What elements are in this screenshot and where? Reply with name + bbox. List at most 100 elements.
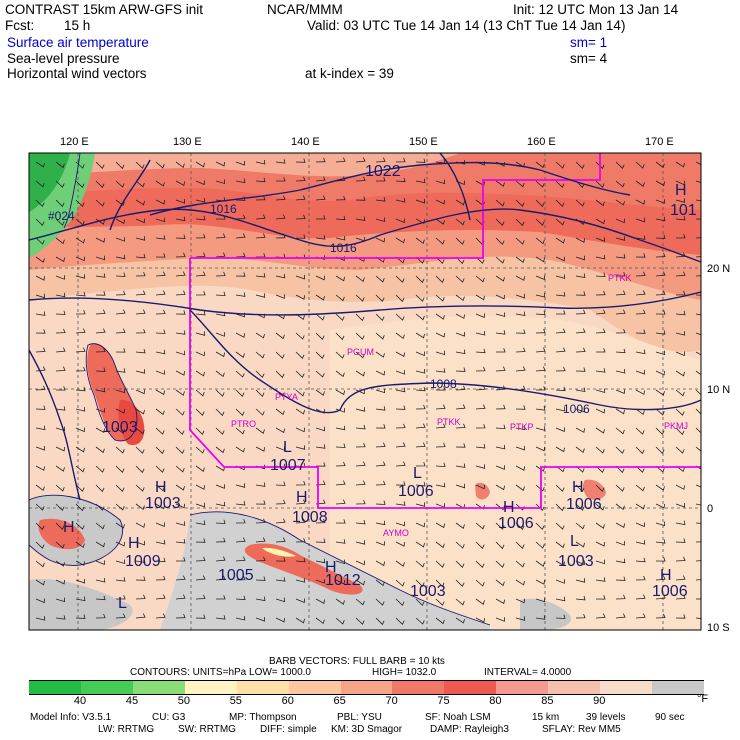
wind-barb — [295, 274, 305, 280]
wind-barb — [335, 389, 345, 396]
wind-barb — [75, 541, 85, 549]
wind-barb — [495, 444, 506, 450]
wind-barb — [415, 294, 425, 302]
wind-barb — [515, 579, 525, 586]
wind-barb — [556, 310, 566, 315]
wind-barb — [335, 195, 346, 201]
wind-barb — [555, 199, 565, 207]
wind-barb — [635, 217, 646, 223]
wind-barb — [215, 291, 226, 297]
wind-barb — [255, 159, 266, 165]
wind-barb — [75, 503, 85, 512]
wind-barb — [55, 292, 66, 298]
wind-barb — [35, 503, 45, 511]
wind-barb — [75, 180, 85, 188]
wind-barb — [115, 465, 125, 473]
wind-barb — [535, 161, 545, 169]
wind-barb — [555, 614, 566, 619]
wind-barb — [255, 293, 266, 298]
wind-barb — [615, 348, 626, 354]
wind-barb — [95, 367, 106, 372]
wind-barb — [115, 559, 126, 565]
station-label: PTKK — [437, 417, 461, 427]
wind-barb — [135, 218, 145, 224]
wind-barb — [415, 481, 426, 487]
wind-barb — [75, 256, 85, 262]
wind-barb — [155, 180, 165, 187]
wind-barb — [415, 617, 425, 625]
wind-barb — [355, 519, 366, 525]
wind-barb — [495, 237, 505, 245]
wind-barb — [555, 386, 566, 392]
wind-barb — [455, 332, 465, 337]
wind-barb — [135, 558, 146, 563]
wind-barb — [95, 237, 105, 243]
wind-barb — [415, 351, 425, 357]
wind-barb — [415, 598, 425, 606]
wind-barb — [415, 579, 425, 587]
wind-barb — [535, 465, 545, 472]
high-marker: H — [128, 535, 140, 552]
wind-barb — [115, 199, 125, 207]
wind-barb — [235, 537, 246, 543]
wind-barb — [195, 290, 206, 296]
wind-barb — [596, 348, 606, 353]
wind-barb — [175, 310, 186, 315]
wind-barb — [435, 294, 445, 302]
wind-barb — [235, 427, 245, 435]
wind-barb — [35, 329, 46, 334]
wind-barb — [595, 254, 606, 260]
wind-barb — [335, 313, 345, 321]
wind-barb — [75, 596, 86, 602]
wind-barb — [255, 576, 266, 581]
wind-barb — [515, 199, 525, 207]
wind-barb — [155, 427, 165, 435]
wind-barb — [55, 522, 65, 530]
wind-barb — [495, 503, 505, 511]
wind-barb — [395, 237, 405, 244]
wind-barb — [215, 484, 225, 489]
wind-barb — [496, 348, 506, 353]
wind-barb — [515, 598, 525, 604]
wind-barb — [415, 560, 425, 568]
wind-barb — [535, 347, 546, 353]
colorbar-segment — [340, 680, 393, 695]
wind-barb — [455, 617, 465, 624]
low-marker: L — [413, 465, 422, 482]
wind-barb — [415, 313, 425, 321]
wind-barb — [495, 598, 505, 605]
wind-barb — [375, 217, 386, 223]
wind-barb — [175, 216, 186, 222]
wind-barb — [475, 444, 486, 449]
barb-legend: BARB VECTORS: FULL BARB = 10 kts — [269, 656, 445, 667]
wind-barb — [335, 499, 346, 505]
wind-barb — [415, 386, 426, 392]
wind-barb — [635, 484, 645, 492]
wind-barb — [35, 446, 45, 451]
wind-barb — [35, 560, 45, 568]
wind-barb — [595, 503, 605, 511]
model-title: CONTRAST 15km ARW-GFS init — [5, 2, 204, 17]
wind-barb — [115, 484, 125, 492]
wind-barb — [155, 539, 166, 545]
wind-barb — [355, 294, 365, 302]
low-marker: L — [118, 595, 127, 612]
wind-barb — [215, 271, 226, 277]
wind-barb — [455, 349, 466, 355]
wind-barb — [195, 271, 206, 277]
isobar-label: 1012 — [325, 572, 361, 589]
wind-barb — [515, 347, 526, 353]
wind-barb — [295, 518, 306, 524]
wind-barb — [555, 446, 565, 453]
wind-barb — [195, 389, 205, 397]
wind-barb — [235, 518, 246, 524]
wind-barb — [215, 179, 226, 185]
wind-barb — [155, 271, 166, 277]
wind-barb — [295, 214, 306, 220]
field-temperature: Surface air temperature — [7, 35, 149, 50]
wind-barb — [55, 347, 66, 353]
wind-barb — [355, 370, 365, 377]
wind-barb — [75, 560, 85, 566]
wind-barb — [395, 541, 405, 547]
wind-barb — [395, 442, 406, 448]
